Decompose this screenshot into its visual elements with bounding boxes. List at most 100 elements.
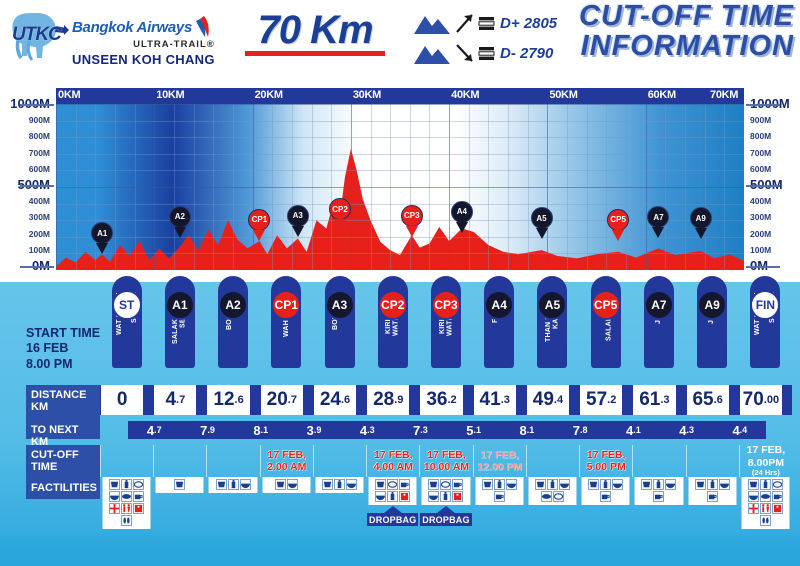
station-badge-a4[interactable]: A4 xyxy=(484,290,515,320)
distance-value: 57.2 xyxy=(579,385,623,415)
cutoff-line: 4.00 AM xyxy=(373,461,413,473)
station-column-a1[interactable]: SALAK PETCH SEAFOODA14.77.9 xyxy=(153,276,235,566)
marker-tail xyxy=(694,228,707,240)
distance-integer: 49 xyxy=(532,389,554,410)
station-column-a5[interactable]: THAN MAYOM KARAOKEA549.47.8 xyxy=(525,276,607,566)
to-next-decimal: .1 xyxy=(633,425,641,435)
row-label-facilities: FACTILITIES xyxy=(26,477,100,499)
bottle-icon xyxy=(600,479,612,490)
distance-decimal: .7 xyxy=(176,394,186,406)
km-tick-0: 0KM xyxy=(58,89,81,101)
km-tick-70: 70KM xyxy=(710,89,739,101)
to-next-integer: 8 xyxy=(253,422,261,438)
elevation-tick-900: 900M xyxy=(750,115,772,126)
bangkok-airways-label: Bangkok Airways xyxy=(72,18,192,36)
to-next-integer: 4 xyxy=(625,422,634,438)
distance-integer: 61 xyxy=(639,389,661,410)
facilities-cell xyxy=(474,477,524,505)
distance-value: 65.6 xyxy=(685,385,729,415)
to-next-km-value: 7.3 xyxy=(393,421,448,439)
mug-icon xyxy=(653,491,665,502)
elevation-tick-800: 800M xyxy=(750,131,772,142)
station-column-fin[interactable]: WAT SALAK PETCH SCHOOLFIN 70.00 17 FEB,8.0… xyxy=(738,276,792,566)
station-banner: WAT SALAK PETCH SCHOOLST xyxy=(111,276,142,368)
to-next-decimal: .3 xyxy=(686,425,694,435)
elevation-profile-path xyxy=(56,148,744,270)
distance-wedge xyxy=(462,385,473,415)
station-banner: FLUKE'S HOUSEA4 xyxy=(484,276,515,368)
cutoff-time-cell: 17 FEB, 4.00 AM xyxy=(366,445,419,477)
station-badge-a7[interactable]: A7 xyxy=(643,290,674,320)
station-column-cp3[interactable]: KIRI PETCH WATERFALLCP336.25.117 FEB,10.… xyxy=(419,276,501,566)
mug-icon xyxy=(493,491,505,502)
checkpoint-marker-cp5: CP5 xyxy=(607,208,630,241)
cutoff-line: 5.00 PM xyxy=(586,461,626,473)
station-badge-a9[interactable]: A9 xyxy=(697,290,728,320)
cup-icon xyxy=(694,479,706,490)
plate-icon xyxy=(133,479,145,490)
row-label-to-next: TO NEXT KM xyxy=(26,421,100,448)
aid-icon xyxy=(133,503,145,514)
cutoff-line: 17 FEB, xyxy=(586,448,626,461)
station-column-a4[interactable]: FLUKE'S HOUSEA441.38.117 FEB,12.00 PM xyxy=(472,276,554,566)
distance-wedge xyxy=(143,385,154,415)
station-column-cp5[interactable]: SYAM SALAK KHOKCP557.24.117 FEB,5.00 PM xyxy=(579,276,660,566)
cutoff-line: 2.00 AM xyxy=(267,461,307,473)
elevation-plot-area xyxy=(56,104,744,270)
marker-tail xyxy=(173,226,186,238)
toilet-icon xyxy=(759,503,771,514)
cup-icon xyxy=(747,479,759,490)
gridline-horizontal xyxy=(56,187,744,188)
page-title-line1: CUT-OFF TIME xyxy=(579,0,794,32)
cup-icon xyxy=(481,479,493,490)
start-time-block: START TIME 16 FEB 8.00 PM xyxy=(26,326,106,372)
elevation-tick-500: 500M xyxy=(17,177,50,192)
gridline-horizontal xyxy=(56,137,744,139)
cutoff-line: 8.00PM xyxy=(747,456,784,469)
station-badge-cp3[interactable]: CP3 xyxy=(430,290,461,320)
km-tick-50: 50KM xyxy=(549,89,578,101)
station-column-a2[interactable]: BONG TAN BOOTHA212.68.1 xyxy=(206,276,288,566)
cutoff-line: 17 FEB, xyxy=(373,448,413,461)
station-banner: WAH CHARKCP1 xyxy=(271,276,302,368)
elephant-logo-icon: UTKC xyxy=(8,6,70,62)
station-badge-cp1[interactable]: CP1 xyxy=(271,290,302,320)
distance-value: 28.9 xyxy=(366,385,410,415)
distance-decimal: .3 xyxy=(660,394,670,406)
to-next-integer: 4 xyxy=(679,422,687,438)
station-badge-a5[interactable]: A5 xyxy=(537,290,568,320)
station-column-cp1[interactable]: WAH CHARKCP120.73.917 FEB,2.00 AM xyxy=(259,276,341,566)
station-badge-a1[interactable]: A1 xyxy=(164,290,195,320)
station-badge-cp5[interactable]: CP5 xyxy=(590,290,621,320)
elevation-gain-value: D+ 2805 xyxy=(500,14,558,32)
distance-integer: 0 xyxy=(116,389,128,410)
bottle-icon xyxy=(227,479,239,490)
distance-integer: 57 xyxy=(586,389,608,410)
elevation-tick-1000: 1000M xyxy=(750,96,790,111)
station-column-a3[interactable]: BONG TAN BOOTHA324.64.3 xyxy=(312,276,394,566)
station-column-st[interactable]: WAT SALAK PETCH SCHOOLST04.7 xyxy=(100,276,181,566)
station-badge-a2[interactable]: A2 xyxy=(218,290,249,320)
station-badge-fin[interactable]: FIN xyxy=(750,290,781,320)
aid-icon xyxy=(452,491,464,502)
checkpoint-marker-a1: A1 xyxy=(91,222,114,255)
station-column-cp2[interactable]: KIRI PETCH WATERFALLCP228.97.317 FEB,4.0… xyxy=(366,276,448,566)
station-badge-a3[interactable]: A3 xyxy=(324,290,355,320)
station-column-a9[interactable]: JEK BAEA965.64.4 xyxy=(685,276,767,566)
station-column-a7[interactable]: JEK BAEA761.34.3 xyxy=(632,276,714,566)
axis-rule xyxy=(746,185,780,187)
elevation-tick-200: 200M xyxy=(750,228,772,239)
aid-icon xyxy=(399,491,411,502)
feet-icon xyxy=(759,515,771,526)
elevation-loss-row: D- 2790 xyxy=(412,38,557,68)
cutoff-line: 12.00 PM xyxy=(477,461,523,473)
bottom-gradient xyxy=(0,532,800,566)
cup-icon xyxy=(641,479,653,490)
station-banner: BONG TAN BOOTHA2 xyxy=(218,276,249,368)
dropbag-badge: DROPBAG xyxy=(367,513,419,526)
soup-icon xyxy=(759,491,771,502)
soup-icon xyxy=(540,491,552,502)
cup-icon xyxy=(109,479,121,490)
station-badge-st[interactable]: ST xyxy=(111,290,142,320)
station-badge-cp2[interactable]: CP2 xyxy=(377,290,408,320)
